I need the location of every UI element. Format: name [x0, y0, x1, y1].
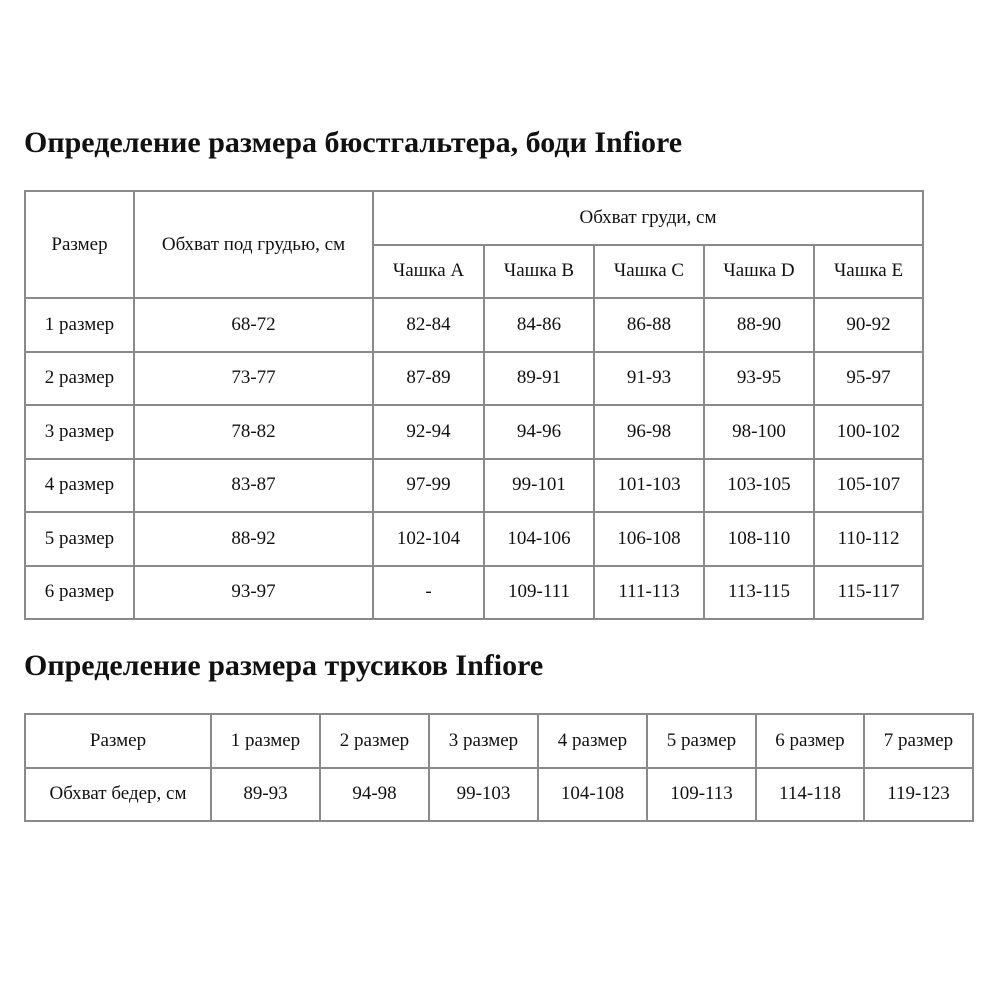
underbust-cell: 78-82 [133, 404, 374, 460]
bust-cell: 103-105 [703, 457, 815, 513]
size-cell: 7 размер [863, 713, 974, 769]
underbust-cell: 83-87 [133, 457, 374, 513]
bust-cell: 113-115 [703, 564, 815, 620]
bust-cell: 106-108 [593, 511, 705, 567]
underbust-cell: 73-77 [133, 350, 374, 406]
underbust-cell: 88-92 [133, 511, 374, 567]
bust-cell: 99-101 [483, 457, 595, 513]
header-size: Размер [24, 190, 135, 299]
size-cell: 2 размер [24, 350, 135, 406]
header-cup: Чашка E [812, 243, 925, 299]
hips-cell: 109-113 [646, 766, 757, 822]
table-row: 2 размер 73-77 87-89 89-91 91-93 93-95 95-97 [24, 350, 925, 406]
bust-cell: 100-102 [812, 404, 925, 460]
table-row-hips: Обхват бедер, см 89-93 94-98 99-103 104-108… [24, 766, 974, 822]
bust-cell: 95-97 [812, 350, 925, 406]
size-cell: 3 размер [428, 713, 539, 769]
table-row: 3 размер 78-82 92-94 94-96 96-98 98-100 100-10… [24, 404, 925, 460]
hips-cell: 114-118 [755, 766, 865, 822]
bust-cell: 109-111 [483, 564, 595, 620]
size-cell: 1 размер [210, 713, 321, 769]
header-underbust: Обхват под грудью, см [133, 190, 374, 299]
hips-cell: 99-103 [428, 766, 539, 822]
bust-cell: 88-90 [703, 297, 815, 353]
bust-cell: 101-103 [593, 457, 705, 513]
bust-cell: 97-99 [372, 457, 485, 513]
bust-cell: 82-84 [372, 297, 485, 353]
panties-size-table: Размер 1 размер 2 размер 3 размер 4 размер 5… [24, 713, 974, 822]
bust-cell: 94-96 [483, 404, 595, 460]
bust-cell: 111-113 [593, 564, 705, 620]
bust-cell: 102-104 [372, 511, 485, 567]
hips-cell: 104-108 [537, 766, 648, 822]
size-cell: 3 размер [24, 404, 135, 460]
hips-cell: 89-93 [210, 766, 321, 822]
header-cup: Чашка B [483, 243, 595, 299]
size-cell: 6 размер [24, 564, 135, 620]
bust-cell: - [372, 564, 485, 620]
bust-cell: 93-95 [703, 350, 815, 406]
table-header-row-cups: Чашка A Чашка B Чашка C Чашка D Чашка E [25, 243, 925, 299]
table-row: 1 размер 68-72 82-84 84-86 86-88 88-90 90-92 [24, 297, 925, 353]
header-cup: Чашка D [703, 243, 815, 299]
bust-cell: 104-106 [483, 511, 595, 567]
bust-cell: 87-89 [372, 350, 485, 406]
bust-cell: 96-98 [593, 404, 705, 460]
size-cell: 6 размер [755, 713, 865, 769]
header-bust: Обхват груди, см [371, 190, 925, 246]
table-row: 4 размер 83-87 97-99 99-101 101-103 103-105 10… [24, 457, 925, 513]
bust-cell: 84-86 [483, 297, 595, 353]
table-row: 5 размер 88-92 102-104 104-106 106-108 108-11… [24, 511, 925, 567]
bust-cell: 89-91 [483, 350, 595, 406]
bust-cell: 108-110 [703, 511, 815, 567]
size-cell: 4 размер [24, 457, 135, 513]
underbust-cell: 93-97 [133, 564, 374, 620]
hips-cell: 94-98 [319, 766, 430, 822]
table-row: 6 размер 93-97-109-111 111-113 113-115 115-1… [24, 564, 925, 620]
bust-cell: 92-94 [372, 404, 485, 460]
size-cell: 2 размер [319, 713, 430, 769]
bust-cell: 90-92 [812, 297, 925, 353]
panties-size-title: Определение размера трусиков Infiore [24, 649, 544, 682]
table-row-sizes: Размер 1 размер 2 размер 3 размер 4 размер 5… [24, 713, 974, 769]
hips-cell: 119-123 [863, 766, 974, 822]
header-cup: Чашка A [372, 243, 485, 299]
row-label-hips: Обхват бедер, см [24, 766, 212, 822]
bust-cell: 98-100 [703, 404, 815, 460]
size-cell: 4 размер [537, 713, 648, 769]
bra-size-table: Размер Обхват под грудью, см Обхват груд… [24, 190, 925, 620]
bra-size-title: Определение размера бюстгальтера, боди I… [24, 126, 683, 159]
bust-cell: 115-117 [812, 564, 925, 620]
bust-cell: 86-88 [593, 297, 705, 353]
bust-cell: 91-93 [593, 350, 705, 406]
bust-cell: 110-112 [812, 511, 925, 567]
size-cell: 5 размер [646, 713, 757, 769]
underbust-cell: 68-72 [133, 297, 374, 353]
table-header-row: Размер Обхват под грудью, см Обхват груд… [24, 190, 925, 299]
size-cell: 5 размер [24, 511, 135, 567]
bust-cell: 105-107 [812, 457, 925, 513]
size-cell: 1 размер [24, 297, 135, 353]
row-label-size: Размер [24, 713, 212, 769]
header-cup: Чашка C [593, 243, 705, 299]
